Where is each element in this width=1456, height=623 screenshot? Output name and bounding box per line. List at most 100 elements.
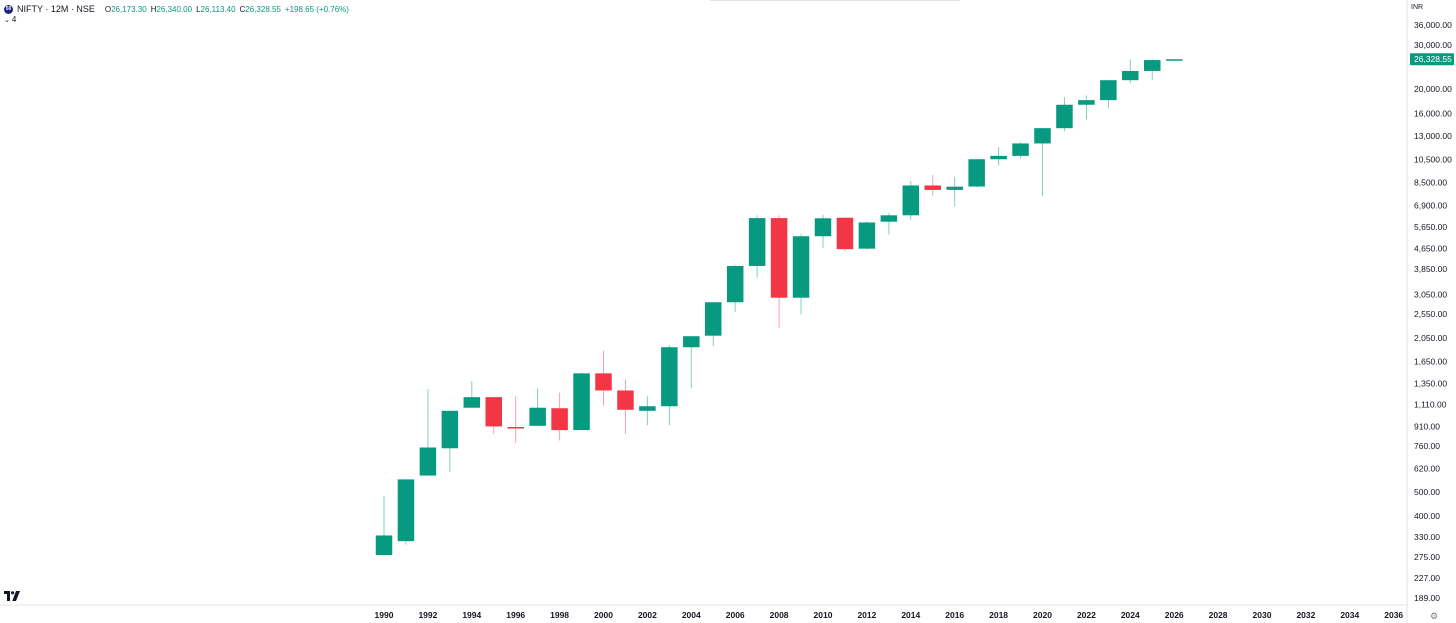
candle-body xyxy=(1034,128,1051,144)
close-label: C xyxy=(239,4,246,14)
candle-body xyxy=(683,336,700,348)
y-tick-label: 189.00 xyxy=(1414,593,1440,603)
candle-body xyxy=(705,302,722,336)
x-tick-label: 2036 xyxy=(1384,610,1403,620)
candle-body xyxy=(617,390,634,410)
x-tick-label: 1994 xyxy=(462,610,481,620)
x-tick-label: 2020 xyxy=(1033,610,1052,620)
settings-gear-icon[interactable]: ⚙ xyxy=(1430,611,1439,621)
y-tick-label: 3,050.00 xyxy=(1414,289,1447,299)
symbol-title[interactable]: NIFTY · 12M · NSE xyxy=(17,4,95,14)
x-tick-label: 2002 xyxy=(638,610,657,620)
open-value: 26,173.30 xyxy=(111,4,147,14)
candle-body xyxy=(1122,70,1139,81)
y-tick-label: 910.00 xyxy=(1414,421,1440,431)
x-tick-label: 1998 xyxy=(550,610,569,620)
candle-body xyxy=(485,397,502,427)
candle-body xyxy=(375,535,393,556)
y-tick-label: 30,000.00 xyxy=(1414,40,1452,50)
symbol-legend[interactable]: 50 NIFTY · 12M · NSE O26,173.30 H26,340.… xyxy=(4,3,349,15)
candle-body xyxy=(770,218,788,298)
y-tick-label: 1,110.00 xyxy=(1414,400,1447,410)
high-value: 26,340.00 xyxy=(156,4,193,14)
x-tick-label: 2010 xyxy=(814,610,833,620)
top-edge-hint xyxy=(710,0,960,1)
y-tick-label: 36,000.00 xyxy=(1414,20,1452,30)
x-tick-label: 2016 xyxy=(945,610,964,620)
y-tick-label: 8,500.00 xyxy=(1414,178,1447,188)
ohlc-values: O26,173.30 H26,340.00 L26,113.40 C26,328… xyxy=(105,5,349,14)
y-tick-label: 16,000.00 xyxy=(1414,109,1452,119)
candle-body xyxy=(661,347,678,407)
low-label: L xyxy=(196,4,201,14)
candle-body xyxy=(968,159,985,187)
candle-body xyxy=(792,236,810,298)
x-tick-label: 2004 xyxy=(682,610,701,620)
candle-body xyxy=(595,373,612,391)
candle-body xyxy=(1012,143,1029,156)
y-tick-label: 13,000.00 xyxy=(1414,131,1452,141)
candle-body xyxy=(573,373,590,431)
open-label: O xyxy=(104,4,112,14)
candle-body xyxy=(1100,80,1117,101)
candle-body xyxy=(1078,100,1095,105)
x-tick-label: 2026 xyxy=(1165,610,1184,620)
candle-body xyxy=(463,397,481,408)
indicators-toggle[interactable]: ⌄ 4 xyxy=(4,15,16,24)
x-tick-label: 2008 xyxy=(770,610,789,620)
candle-body xyxy=(1056,104,1073,129)
y-tick-label: 2,550.00 xyxy=(1414,309,1447,319)
y-tick-label: 3,850.00 xyxy=(1414,264,1447,274)
y-tick-label: 20,000.00 xyxy=(1414,84,1452,94)
x-tick-label: 2034 xyxy=(1340,610,1359,620)
y-tick-label: 500.00 xyxy=(1414,487,1440,497)
symbol-logo-icon: 50 xyxy=(4,4,13,14)
change-value: +198.65 (+0.76%) xyxy=(284,4,349,14)
tradingview-logo-icon[interactable] xyxy=(4,591,20,601)
chevron-down-icon: ⌄ xyxy=(4,16,10,24)
y-tick-label: 227.00 xyxy=(1414,573,1440,583)
candle-body xyxy=(639,406,656,411)
y-tick-label: 1,350.00 xyxy=(1414,378,1447,388)
candle-body xyxy=(419,447,437,476)
candle-body xyxy=(748,218,766,266)
candle-body xyxy=(946,186,963,190)
x-tick-label: 2006 xyxy=(726,610,745,620)
low-value: 26,113.40 xyxy=(200,4,236,14)
y-tick-label: 620.00 xyxy=(1414,463,1440,473)
indicator-count: 4 xyxy=(11,15,17,24)
y-tick-label: 2,050.00 xyxy=(1414,333,1447,343)
x-tick-label: 2014 xyxy=(901,610,920,620)
y-tick-label: 5,650.00 xyxy=(1414,222,1447,232)
last-price-badge xyxy=(1410,53,1454,66)
candle-body xyxy=(551,408,568,431)
close-value: 26,328.55 xyxy=(245,4,281,14)
candle-body xyxy=(441,410,459,449)
candle-body xyxy=(726,265,744,303)
y-tick-label: 10,500.00 xyxy=(1414,155,1452,165)
candle-body xyxy=(529,407,546,426)
high-label: H xyxy=(150,4,157,14)
y-tick-label: 4,650.00 xyxy=(1414,243,1447,253)
y-tick-label: 400.00 xyxy=(1414,511,1440,521)
currency-label[interactable]: INR xyxy=(1411,4,1424,11)
x-tick-label: 2024 xyxy=(1121,610,1140,620)
x-tick-label: 2022 xyxy=(1077,610,1096,620)
x-tick-label: 1990 xyxy=(375,610,394,620)
candle-body xyxy=(924,185,941,190)
candle-body xyxy=(990,155,1007,160)
y-tick-label: 1,650.00 xyxy=(1414,356,1447,366)
x-tick-label: 2018 xyxy=(989,610,1008,620)
candle-body xyxy=(880,215,898,222)
x-tick-label: 1992 xyxy=(418,610,437,620)
x-tick-label: 2012 xyxy=(857,610,876,620)
x-tick-label: 2030 xyxy=(1253,610,1272,620)
candle-body xyxy=(836,217,854,250)
y-tick-label: 760.00 xyxy=(1414,441,1440,451)
candle-body xyxy=(1144,60,1161,71)
candle-body xyxy=(814,218,832,237)
y-tick-label: 275.00 xyxy=(1414,552,1440,562)
candle-body xyxy=(902,185,920,216)
last-price-label: 26,328.55 xyxy=(1414,54,1452,64)
